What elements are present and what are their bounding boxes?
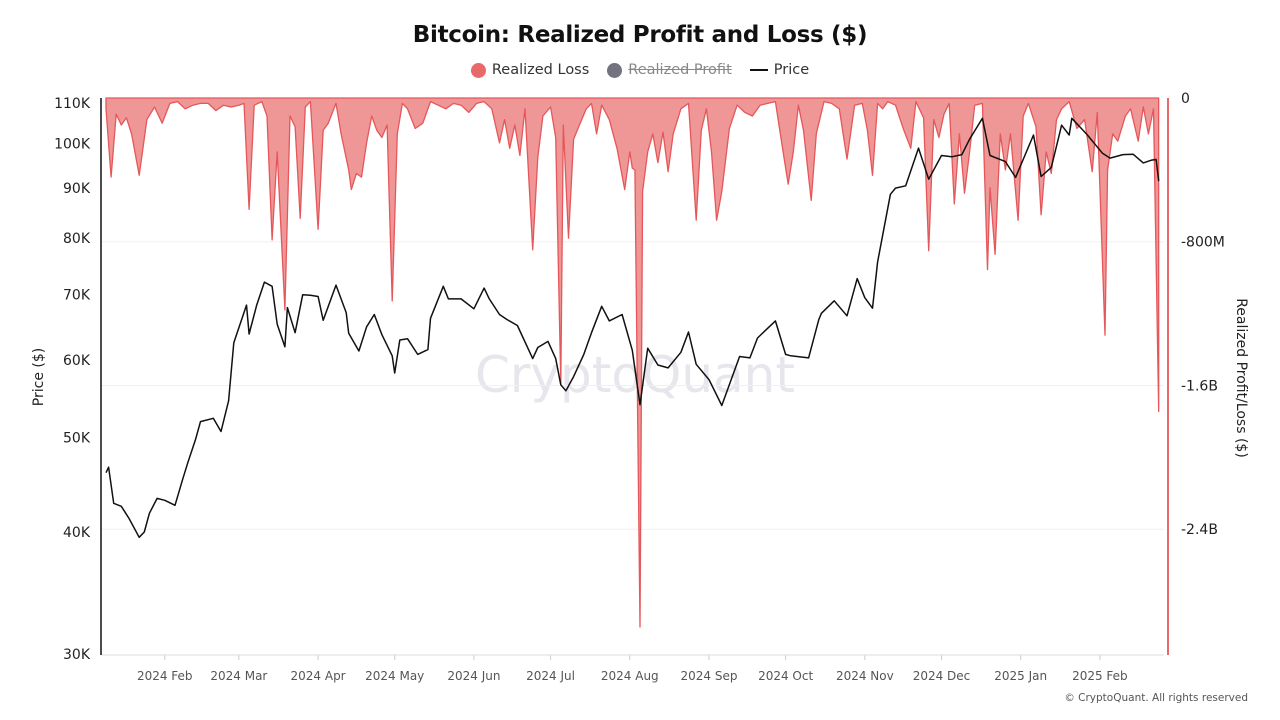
legend-item-price[interactable]: Price: [749, 62, 810, 78]
x-axis-tick-label: 2024 Apr: [291, 669, 346, 683]
left-axis-tick-label: 30K: [63, 647, 91, 663]
right-axis-tick-label: -800M: [1181, 235, 1225, 251]
legend-label: Realized Profit: [628, 62, 732, 78]
x-axis-tick-label: 2024 Feb: [137, 669, 193, 683]
right-axis-tick-label: 0: [1181, 91, 1190, 107]
left-axis-tick-label: 60K: [63, 353, 91, 369]
right-axis-tick-label: -1.6B: [1181, 378, 1218, 394]
legend-label: Price: [773, 62, 810, 78]
x-axis-tick-label: 2025 Feb: [1072, 669, 1128, 683]
copyright: © CryptoQuant. All rights reserved: [1064, 692, 1248, 704]
chart-title: Bitcoin: Realized Profit and Loss ($): [412, 22, 868, 48]
left-axis-tick-label: 110K: [54, 96, 91, 112]
right-axis-tick-label: -2.4B: [1181, 522, 1218, 538]
x-axis-tick-label: 2024 Mar: [210, 669, 267, 683]
x-axis-tick-label: 2024 Nov: [836, 669, 894, 683]
realized-loss-area: [105, 97, 1160, 628]
legend-label: Realized Loss: [491, 62, 590, 78]
x-axis-tick-label: 2024 Dec: [913, 669, 971, 683]
left-axis-tick-label: 80K: [63, 231, 91, 247]
x-axis-tick-label: 2024 Jun: [447, 669, 500, 683]
price-line: [105, 117, 1160, 539]
legend-item-realized-loss[interactable]: Realized Loss: [470, 62, 590, 78]
x-axis-tick-label: 2024 Jul: [526, 669, 575, 683]
x-axis-tick-label: 2024 Aug: [601, 669, 659, 683]
left-axis-tick-label: 50K: [63, 430, 91, 446]
price-line-marker-icon: [749, 69, 768, 71]
right-axis-title: Realized Profit/Loss ($): [1233, 298, 1249, 458]
legend: Realized Loss Realized Profit Price: [0, 62, 1280, 78]
left-axis-title: Price ($): [31, 348, 47, 406]
watermark: CryptoQuant: [475, 346, 795, 404]
left-axis-tick-label: 40K: [63, 525, 91, 541]
left-axis-tick-label: 100K: [54, 136, 91, 152]
x-axis-tick-label: 2024 May: [365, 669, 424, 683]
left-axis-tick-label: 70K: [63, 288, 91, 304]
left-axis-tick-label: 90K: [63, 181, 91, 197]
realized-profit-marker-icon: [607, 62, 623, 78]
x-axis-tick-label: 2025 Jan: [994, 669, 1047, 683]
x-axis-tick-label: 2024 Oct: [758, 669, 813, 683]
legend-item-realized-profit[interactable]: Realized Profit: [607, 62, 732, 78]
realized-loss-marker-icon: [470, 62, 486, 78]
x-axis-tick-label: 2024 Sep: [680, 669, 737, 683]
